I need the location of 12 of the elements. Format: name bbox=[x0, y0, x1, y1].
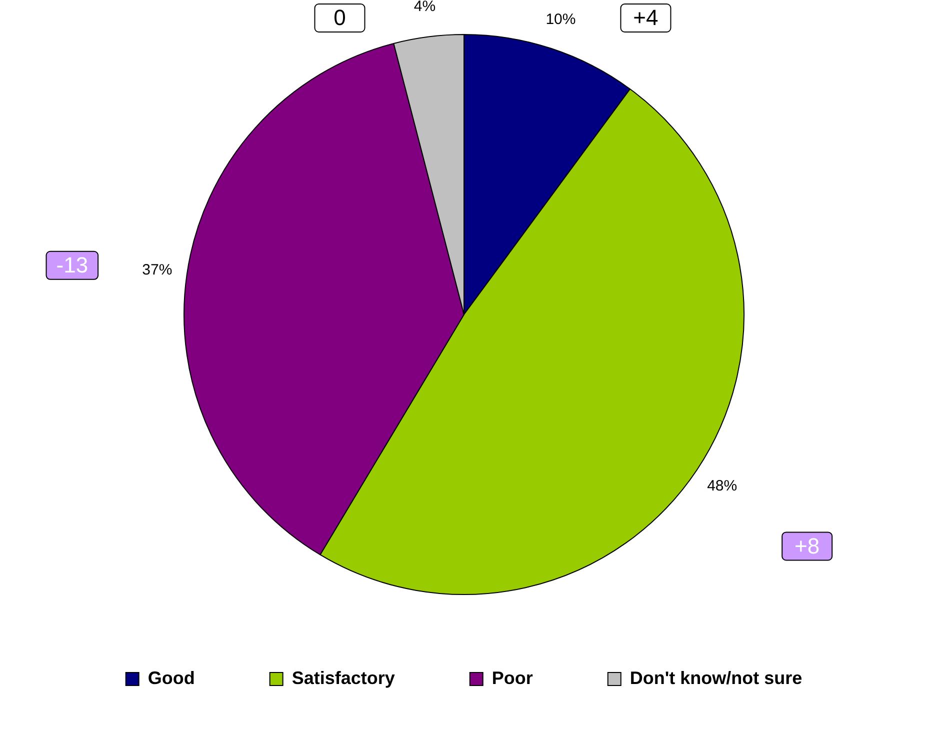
text: +8 bbox=[794, 533, 820, 558]
text: +4 bbox=[633, 5, 658, 30]
text: -13 bbox=[56, 252, 88, 278]
legend-label: Satisfactory bbox=[292, 668, 395, 688]
data-label: 37% bbox=[142, 262, 172, 279]
legend-label: Don't know/not sure bbox=[630, 668, 802, 688]
data-label: 10% bbox=[546, 11, 576, 28]
data-label: 48% bbox=[707, 477, 738, 494]
data-label: 4% bbox=[414, 0, 436, 16]
text: 0 bbox=[334, 5, 346, 30]
legend-label: Good bbox=[148, 668, 195, 688]
legend-label: Poor bbox=[492, 668, 533, 688]
